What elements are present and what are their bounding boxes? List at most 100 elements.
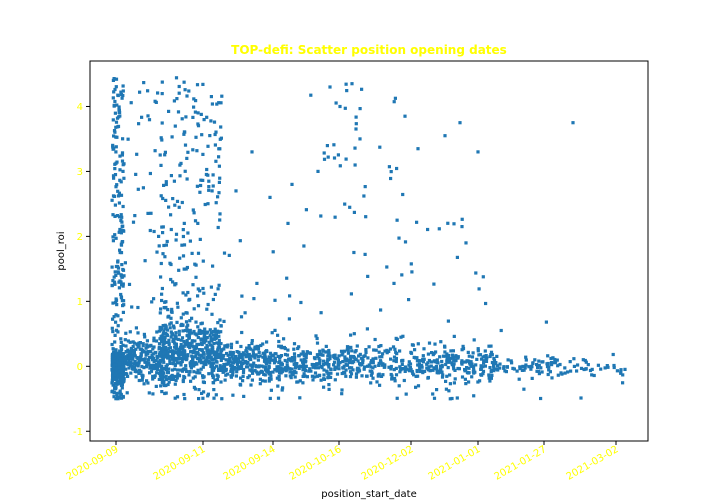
data-point [114, 236, 118, 240]
data-point [165, 239, 169, 244]
data-point [238, 353, 242, 357]
data-point [460, 375, 465, 379]
data-point [247, 374, 251, 378]
x-tick-label: 2020-12-02 [360, 444, 416, 483]
data-point [273, 328, 277, 332]
data-point [117, 372, 121, 376]
data-point [332, 156, 337, 160]
data-point [170, 349, 175, 353]
y-tick-label: 2 [77, 232, 83, 243]
data-point [183, 328, 188, 333]
data-point [247, 356, 252, 361]
data-point [171, 376, 175, 380]
data-point [184, 115, 188, 119]
data-point [174, 76, 179, 80]
data-point [160, 380, 164, 385]
data-point [400, 359, 404, 363]
data-point [163, 153, 167, 157]
data-point [303, 359, 307, 363]
data-point [450, 396, 454, 401]
data-point [164, 367, 168, 372]
data-point [183, 397, 187, 401]
data-point [429, 364, 433, 368]
data-point [345, 345, 350, 349]
data-point [325, 350, 329, 354]
data-point [115, 214, 119, 218]
data-point [206, 302, 210, 307]
data-point [341, 351, 345, 355]
data-point [120, 369, 124, 374]
data-point [191, 283, 195, 287]
data-point [453, 355, 457, 359]
data-point [152, 336, 156, 340]
data-point [327, 358, 331, 362]
data-point [121, 204, 125, 209]
data-point [172, 326, 176, 330]
data-point [177, 329, 181, 333]
data-point [490, 373, 494, 377]
data-point [170, 368, 174, 372]
data-point [455, 255, 459, 259]
data-point [388, 347, 393, 351]
data-point [212, 329, 216, 334]
data-point [325, 360, 329, 364]
data-point [451, 356, 455, 360]
x-tick-label: 2021-03-02 [565, 444, 621, 483]
data-point [444, 387, 448, 391]
data-point [118, 154, 122, 158]
data-point [433, 342, 437, 346]
data-point [297, 366, 301, 370]
data-point [124, 331, 128, 335]
data-point [556, 373, 560, 377]
data-point [120, 153, 124, 157]
data-point [400, 273, 404, 277]
data-point [417, 362, 421, 366]
data-point [128, 340, 132, 344]
data-point [119, 193, 124, 197]
data-point [302, 244, 306, 248]
data-point [335, 372, 340, 376]
data-point [505, 365, 509, 369]
data-point [128, 357, 132, 361]
data-point [338, 104, 342, 109]
data-point [110, 379, 115, 383]
data-point [316, 169, 320, 173]
data-point [389, 372, 393, 377]
data-point [217, 330, 221, 334]
data-point [413, 348, 417, 352]
data-point [470, 355, 475, 359]
data-point [244, 365, 249, 369]
data-point [195, 362, 199, 366]
data-point [438, 355, 442, 359]
data-point [145, 339, 149, 343]
data-point [119, 381, 123, 385]
data-point [313, 371, 318, 375]
data-point [116, 124, 121, 128]
data-point [197, 331, 201, 335]
data-point [216, 321, 220, 325]
data-point [140, 364, 144, 369]
data-point [283, 347, 287, 351]
data-point [199, 341, 204, 345]
data-point [524, 363, 528, 367]
data-point [116, 355, 120, 359]
data-point [463, 377, 467, 381]
data-point [163, 375, 167, 379]
data-point [177, 84, 181, 89]
data-point [198, 190, 202, 194]
data-point [116, 189, 120, 193]
data-point [329, 371, 333, 375]
data-point [220, 397, 224, 401]
data-point [229, 364, 233, 368]
data-point [275, 365, 279, 369]
data-point [195, 333, 199, 337]
data-point [159, 261, 163, 266]
data-point [111, 371, 115, 375]
data-point [325, 144, 329, 148]
data-point [127, 282, 132, 286]
data-point [451, 349, 455, 353]
data-point [389, 170, 393, 174]
data-point [286, 365, 290, 369]
data-point [204, 172, 208, 177]
data-point [334, 101, 338, 105]
